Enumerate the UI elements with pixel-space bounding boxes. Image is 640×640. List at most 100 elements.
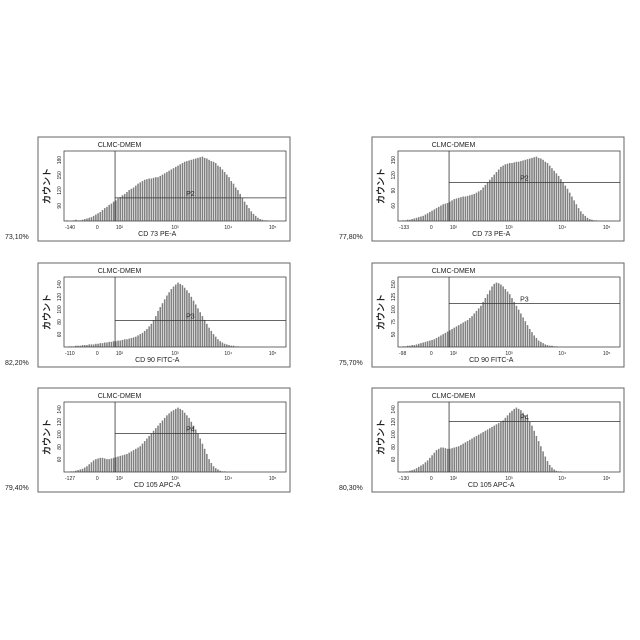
y-tick-label: 150	[391, 280, 397, 289]
histogram-bar	[529, 159, 531, 221]
x-axis-label: CD 90 FITC-A	[135, 357, 180, 364]
histogram-bar	[538, 158, 540, 221]
histogram-bar	[533, 431, 535, 472]
histogram-bar	[124, 339, 126, 347]
histogram-bar	[157, 311, 159, 347]
histogram-bar	[171, 289, 173, 347]
histogram-bar	[97, 213, 99, 221]
histogram-bar	[133, 450, 135, 472]
y-tick-label: 90	[57, 203, 63, 209]
histogram-bar	[202, 444, 204, 472]
histogram-bar	[451, 329, 453, 347]
histogram-bar	[438, 207, 440, 221]
histogram-bar	[175, 285, 177, 347]
histogram-bar	[95, 215, 97, 221]
histogram-bar	[473, 194, 475, 221]
histogram-bar	[104, 458, 106, 472]
histogram-bar	[540, 446, 542, 472]
x-tick-label: 10⁵	[603, 351, 611, 357]
histogram-bar	[106, 459, 108, 472]
histogram-bar	[120, 341, 122, 347]
histogram-bar	[219, 341, 221, 347]
gate-label: P2	[186, 191, 195, 198]
histogram-bar	[542, 451, 544, 472]
histogram-bar	[507, 415, 509, 472]
histogram-bar	[111, 204, 113, 221]
histogram-bar	[587, 218, 589, 221]
y-tick-label: 120	[57, 418, 63, 427]
histogram-bar	[496, 283, 498, 347]
histogram-bar	[513, 302, 515, 347]
y-axis-label: カウント	[42, 419, 52, 455]
x-tick-label: 0	[430, 351, 433, 357]
histogram-bar	[148, 178, 150, 221]
histogram-bar	[491, 177, 493, 221]
histogram-bar	[533, 157, 535, 221]
histogram-bar	[208, 459, 210, 472]
histogram-bar	[480, 306, 482, 347]
histogram-bar	[84, 467, 86, 472]
histogram-bar	[451, 448, 453, 472]
histogram-bar	[422, 464, 424, 472]
histogram-bar	[420, 216, 422, 221]
histogram-bar	[104, 342, 106, 347]
x-tick-label: 10⁴	[558, 351, 566, 357]
histogram-bar	[257, 218, 259, 221]
histogram-bar	[445, 448, 447, 472]
histogram-bar	[416, 468, 418, 472]
y-tick-label: 60	[57, 457, 63, 463]
histogram-bar	[482, 188, 484, 221]
histogram-bar	[108, 342, 110, 347]
histogram-bar	[182, 163, 184, 221]
histogram-bar	[487, 429, 489, 472]
histogram-bar	[135, 186, 137, 221]
histogram-bar	[135, 449, 137, 472]
percent-label: 73,10%	[5, 234, 29, 241]
histogram-bar	[113, 202, 115, 221]
histogram-bar	[440, 206, 442, 221]
histogram-bar	[525, 321, 527, 347]
histogram-bar	[545, 457, 547, 472]
histogram-bar	[560, 179, 562, 221]
histogram-bar	[248, 208, 250, 221]
histogram-bar	[155, 428, 157, 472]
histogram-bar	[482, 432, 484, 472]
histogram-bar	[500, 285, 502, 347]
histogram-bar	[547, 163, 549, 221]
histogram-bar	[469, 440, 471, 472]
histogram-bar	[436, 208, 438, 221]
x-tick-label: 10⁴	[558, 476, 566, 482]
histogram-bar	[465, 442, 467, 472]
histogram-bar	[206, 159, 208, 221]
histogram-bar	[584, 216, 586, 221]
histogram-bar	[518, 310, 520, 347]
histogram-bar	[434, 339, 436, 347]
histogram-bar	[82, 469, 84, 472]
y-tick-label: 150	[57, 171, 63, 180]
histogram-bar	[487, 182, 489, 221]
histogram-bar	[467, 320, 469, 347]
histogram-bar	[108, 205, 110, 221]
y-tick-label: 100	[391, 305, 397, 314]
y-axis-label: カウント	[376, 294, 386, 330]
histogram-bar	[204, 158, 206, 221]
y-axis-label: カウント	[42, 294, 52, 330]
histogram-bar	[146, 439, 148, 472]
histogram-bar	[458, 446, 460, 472]
histogram-bar	[582, 214, 584, 221]
histogram-panel-3: CLMC-DMEMカウント6080100120140P3-110010²10³1…	[5, 263, 290, 367]
histogram-bar	[480, 433, 482, 472]
x-tick-label: 10⁵	[603, 476, 611, 482]
histogram-bar	[485, 431, 487, 472]
histogram-bar	[142, 333, 144, 347]
histogram-bar	[204, 320, 206, 347]
y-tick-label: 180	[57, 156, 63, 165]
histogram-panel-1: CLMC-DMEMカウント90120150180P2-140010²10³10⁴…	[5, 137, 290, 241]
histogram-bar	[478, 191, 480, 221]
histogram-bar	[139, 182, 141, 221]
histogram-bar	[434, 209, 436, 221]
histogram-bar	[454, 448, 456, 472]
percent-label: 82,20%	[5, 360, 29, 367]
histogram-bar	[217, 339, 219, 347]
x-tick-label: 0	[430, 225, 433, 231]
